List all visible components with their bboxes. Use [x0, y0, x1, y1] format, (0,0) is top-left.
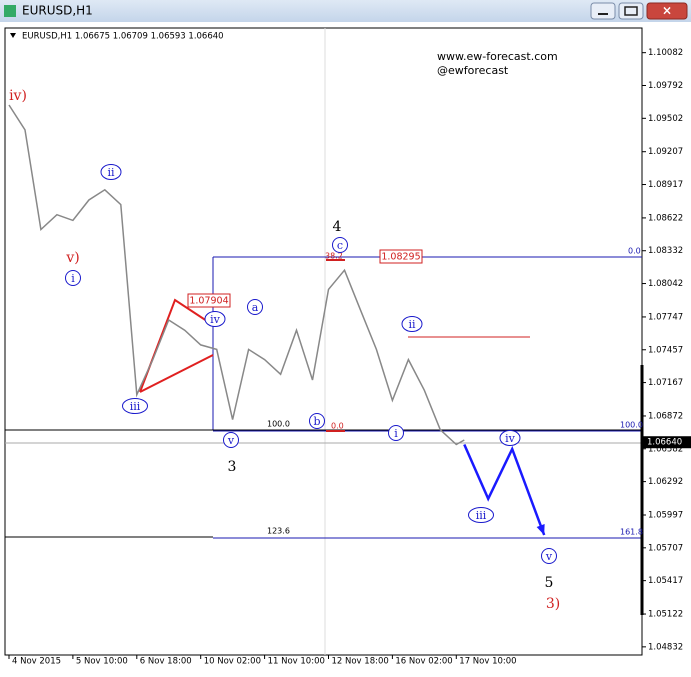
wave-circle	[541, 548, 557, 564]
wave-label: ii	[408, 318, 416, 331]
y-tick-label: 1.09502	[648, 114, 683, 124]
y-tick-label: 1.04832	[648, 642, 683, 652]
maximize-icon	[624, 6, 638, 16]
x-tick-label: 4 Nov 2015	[12, 657, 61, 667]
wave-label: 3)	[546, 596, 560, 612]
wave-circle	[223, 432, 239, 448]
watermark: @ewforecast	[437, 64, 509, 77]
plot-frame	[4, 27, 643, 656]
y-tick-label: 1.06582	[648, 444, 683, 454]
price-box	[187, 293, 231, 308]
projection-arrowhead	[536, 524, 545, 536]
projection-line	[463, 443, 546, 536]
x-tick-label: 6 Nov 18:00	[140, 657, 192, 667]
y-tick-label: 1.06292	[648, 477, 683, 487]
window-title: EURUSD,H1	[22, 4, 93, 18]
y-tick-label: 1.07457	[648, 345, 683, 355]
y-tick-label: 1.09207	[648, 147, 683, 157]
y-tick-label: 1.08332	[648, 246, 683, 256]
current-price-tag	[643, 436, 691, 449]
price-box	[379, 249, 423, 264]
wave-circle	[65, 270, 81, 286]
fib-label: 0.0	[628, 247, 641, 256]
wave-label: i	[394, 427, 398, 440]
y-tick-label: 1.10082	[648, 48, 683, 58]
wave-label: 4	[333, 219, 342, 235]
wave-circle	[401, 316, 423, 332]
wave-label: 5	[545, 575, 554, 591]
title-bar	[0, 0, 691, 22]
wave-label: v	[227, 434, 235, 447]
wave-circle	[100, 164, 122, 180]
wave-label: iv)	[9, 88, 27, 104]
maximize-button[interactable]	[618, 2, 644, 20]
y-tick-label: 1.06872	[648, 411, 683, 421]
close-button[interactable]	[646, 2, 688, 20]
wave-label: c	[337, 239, 343, 252]
current-price-label: 1.06640	[647, 438, 682, 448]
y-tick-label: 1.05707	[648, 543, 683, 553]
wave-label: iv	[505, 432, 516, 445]
fib-label: 38.2	[325, 252, 343, 261]
watermark: www.ew-forecast.com	[437, 50, 558, 63]
wave-label: b	[313, 415, 320, 428]
wave-circle	[332, 237, 348, 253]
window-buttons: ×	[590, 2, 688, 20]
chart-header: EURUSD,H1 1.06675 1.06709 1.06593 1.0664…	[22, 32, 224, 42]
fib-label: 0.0	[331, 422, 344, 431]
price-box-label: 1.07904	[189, 296, 228, 307]
close-icon: ×	[662, 4, 672, 18]
x-tick-label: 17 Nov 10:00	[459, 657, 516, 667]
fib-label: 100.0	[620, 421, 643, 430]
wave-label: iv	[210, 313, 221, 326]
y-tick-label: 1.05997	[648, 511, 683, 521]
wave-label: i	[71, 272, 75, 285]
triangle-line	[139, 354, 214, 393]
wave-circle	[204, 311, 226, 327]
wave-label: ii	[107, 166, 115, 179]
fib-label: 100.0	[267, 420, 290, 429]
x-tick-label: 12 Nov 18:00	[331, 657, 388, 667]
wave-label: iii	[130, 400, 141, 413]
price-box-label: 1.08295	[381, 252, 420, 263]
y-tick-label: 1.07167	[648, 378, 683, 388]
window-icon	[4, 5, 16, 17]
wave-circle	[309, 413, 325, 429]
y-tick-label: 1.08042	[648, 279, 683, 289]
y-tick-label: 1.08917	[648, 180, 683, 190]
x-tick-label: 16 Nov 02:00	[395, 657, 452, 667]
wave-label: v	[545, 550, 553, 563]
wave-circle	[468, 507, 494, 523]
x-tick-label: 10 Nov 02:00	[204, 657, 261, 667]
x-tick-label: 5 Nov 10:00	[76, 657, 128, 667]
drawings	[5, 28, 644, 655]
wave-label: iii	[476, 509, 487, 522]
fib-label: 161.8	[620, 528, 643, 537]
wave-label: 3	[228, 459, 237, 475]
wave-label: v)	[65, 250, 79, 266]
y-tick-label: 1.05122	[648, 610, 683, 620]
price-line	[8, 104, 465, 446]
y-tick-label: 1.07747	[648, 312, 683, 322]
wave-label: a	[252, 301, 259, 314]
y-tick-label: 1.09792	[648, 81, 683, 91]
wave-circle	[499, 430, 521, 446]
y-tick-label: 1.08622	[648, 213, 683, 223]
x-tick-label: 11 Nov 10:00	[268, 657, 325, 667]
fib-label: 123.6	[267, 527, 290, 536]
wave-circle	[122, 398, 148, 414]
wave-circle	[247, 299, 263, 315]
wave-circle	[388, 425, 404, 441]
minimize-button[interactable]	[590, 2, 616, 20]
header-marker	[10, 33, 16, 38]
y-tick-label: 1.05417	[648, 576, 683, 586]
